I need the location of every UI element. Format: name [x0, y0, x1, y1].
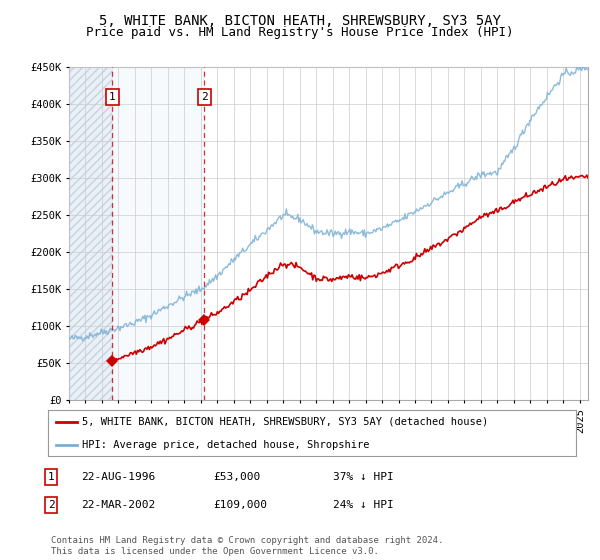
Text: 22-MAR-2002: 22-MAR-2002: [81, 500, 155, 510]
Text: Contains HM Land Registry data © Crown copyright and database right 2024.
This d: Contains HM Land Registry data © Crown c…: [51, 536, 443, 556]
Text: 1: 1: [109, 92, 116, 102]
Text: 5, WHITE BANK, BICTON HEATH, SHREWSBURY, SY3 5AY: 5, WHITE BANK, BICTON HEATH, SHREWSBURY,…: [99, 14, 501, 28]
Text: 2: 2: [201, 92, 208, 102]
Text: Price paid vs. HM Land Registry's House Price Index (HPI): Price paid vs. HM Land Registry's House …: [86, 26, 514, 39]
Text: £53,000: £53,000: [213, 472, 260, 482]
Text: 5, WHITE BANK, BICTON HEATH, SHREWSBURY, SY3 5AY (detached house): 5, WHITE BANK, BICTON HEATH, SHREWSBURY,…: [82, 417, 488, 427]
Text: 1: 1: [47, 472, 55, 482]
Text: 2: 2: [47, 500, 55, 510]
Text: 24% ↓ HPI: 24% ↓ HPI: [333, 500, 394, 510]
Bar: [112, 67, 205, 400]
Bar: [69, 67, 112, 400]
Text: 37% ↓ HPI: 37% ↓ HPI: [333, 472, 394, 482]
Text: HPI: Average price, detached house, Shropshire: HPI: Average price, detached house, Shro…: [82, 440, 370, 450]
Text: £109,000: £109,000: [213, 500, 267, 510]
Bar: [69, 67, 112, 400]
Text: 22-AUG-1996: 22-AUG-1996: [81, 472, 155, 482]
